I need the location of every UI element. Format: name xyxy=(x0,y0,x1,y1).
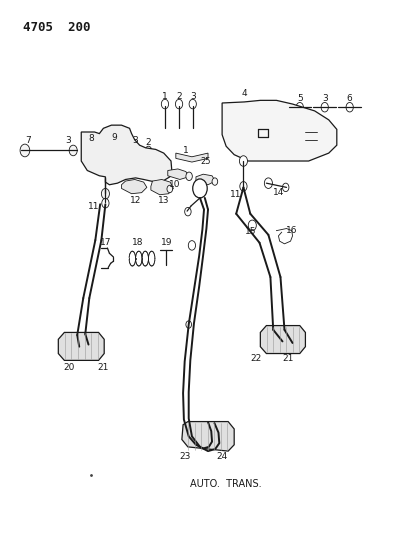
Polygon shape xyxy=(260,326,306,353)
Text: 21: 21 xyxy=(283,354,294,364)
Text: 22: 22 xyxy=(250,354,261,364)
Text: 1: 1 xyxy=(162,92,168,101)
Text: 3: 3 xyxy=(132,136,137,146)
Circle shape xyxy=(167,185,173,192)
Text: 8: 8 xyxy=(89,134,94,143)
Text: 1: 1 xyxy=(183,146,189,155)
Circle shape xyxy=(248,220,256,231)
Polygon shape xyxy=(81,125,172,185)
Text: 19: 19 xyxy=(161,238,173,247)
Circle shape xyxy=(86,140,97,153)
Text: 11: 11 xyxy=(88,202,99,211)
Circle shape xyxy=(111,141,119,151)
Text: 3: 3 xyxy=(65,136,71,146)
Circle shape xyxy=(102,198,109,208)
Polygon shape xyxy=(122,180,147,193)
Circle shape xyxy=(186,321,191,328)
Circle shape xyxy=(20,144,30,157)
Text: 18: 18 xyxy=(132,238,144,247)
Circle shape xyxy=(186,172,192,181)
Text: 4: 4 xyxy=(242,89,247,98)
Circle shape xyxy=(188,241,195,250)
Text: 6: 6 xyxy=(347,94,353,103)
Text: 20: 20 xyxy=(64,364,75,372)
Polygon shape xyxy=(182,422,234,451)
Text: 3: 3 xyxy=(190,92,195,101)
Polygon shape xyxy=(196,174,215,185)
Text: 2: 2 xyxy=(146,138,151,147)
Text: 25: 25 xyxy=(201,157,211,166)
Polygon shape xyxy=(58,333,104,360)
Circle shape xyxy=(193,179,207,198)
Text: 3: 3 xyxy=(322,94,328,103)
Text: 15: 15 xyxy=(244,227,256,236)
Text: 17: 17 xyxy=(100,238,111,247)
Text: 2: 2 xyxy=(176,92,182,101)
Circle shape xyxy=(264,178,273,189)
Circle shape xyxy=(212,178,218,185)
Text: 7: 7 xyxy=(25,136,31,146)
Polygon shape xyxy=(222,100,337,161)
Text: 10: 10 xyxy=(169,180,181,189)
Polygon shape xyxy=(176,153,208,162)
Text: 12: 12 xyxy=(130,196,141,205)
Circle shape xyxy=(69,145,77,156)
Polygon shape xyxy=(183,209,219,451)
Text: 4705  200: 4705 200 xyxy=(23,21,91,34)
Circle shape xyxy=(101,189,109,199)
Text: 24: 24 xyxy=(217,452,228,461)
Polygon shape xyxy=(151,180,173,195)
Text: 16: 16 xyxy=(286,226,297,235)
Text: AUTO.  TRANS.: AUTO. TRANS. xyxy=(190,479,262,489)
Circle shape xyxy=(282,183,289,191)
Circle shape xyxy=(239,156,248,166)
Text: 13: 13 xyxy=(158,196,169,205)
Text: 21: 21 xyxy=(97,364,108,372)
Text: 14: 14 xyxy=(273,188,284,197)
Polygon shape xyxy=(168,169,189,180)
Circle shape xyxy=(240,182,247,191)
Text: 5: 5 xyxy=(297,94,303,103)
Text: 11: 11 xyxy=(230,190,241,199)
Text: 23: 23 xyxy=(179,452,191,461)
Text: 9: 9 xyxy=(112,133,118,142)
